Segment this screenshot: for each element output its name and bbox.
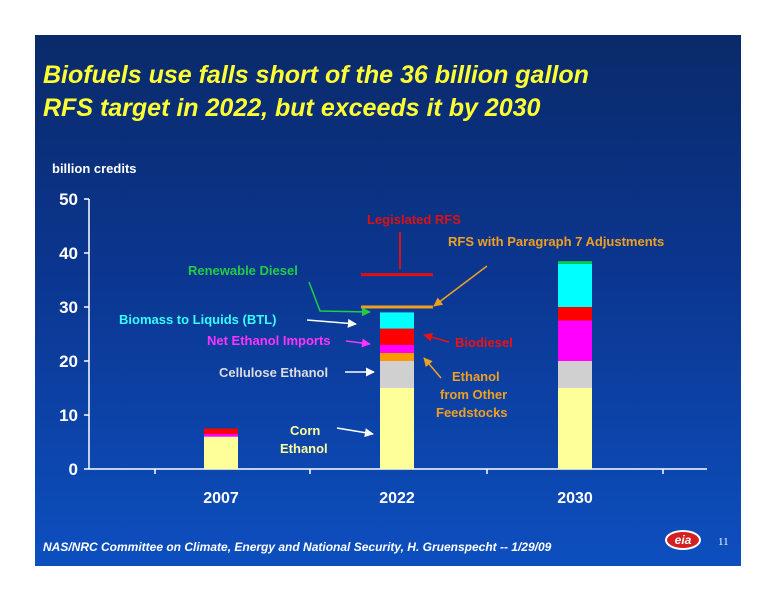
title-line-1: Biofuels use falls short of the 36 billi… bbox=[43, 61, 589, 89]
eia-logo: eia bbox=[665, 530, 701, 550]
bar-segment bbox=[380, 312, 414, 329]
y-tick-label: 10 bbox=[59, 406, 78, 425]
bar-segment bbox=[558, 320, 592, 361]
corn-ethanol-arrow bbox=[336, 427, 374, 438]
page-number: 11 bbox=[718, 536, 729, 548]
bar-segment bbox=[558, 307, 592, 321]
y-tick-label: 50 bbox=[59, 190, 78, 209]
bar-segment bbox=[558, 261, 592, 264]
annotation-other-feedstocks-1: Ethanol bbox=[452, 369, 500, 384]
slide-title: Biofuels use falls short of the 36 billi… bbox=[43, 59, 733, 125]
slide: Biofuels use falls short of the 36 billi… bbox=[35, 35, 741, 566]
bar-segment bbox=[204, 433, 238, 437]
annotation-corn-1: Corn bbox=[290, 423, 320, 438]
annotation-rfs-paragraph-7: RFS with Paragraph 7 Adjustments bbox=[448, 234, 664, 249]
renewable-diesel-arrow bbox=[308, 281, 371, 317]
slide-footer: NAS/NRC Committee on Climate, Energy and… bbox=[43, 540, 552, 554]
biodiesel-arrow bbox=[423, 332, 450, 343]
bar-segment bbox=[204, 436, 238, 469]
y-tick-label: 40 bbox=[59, 244, 78, 263]
btl-arrow bbox=[306, 318, 357, 328]
bar-segment bbox=[380, 344, 414, 353]
annotation-cellulose-ethanol: Cellulose Ethanol bbox=[219, 365, 328, 380]
annotation-other-feedstocks-2: from Other bbox=[440, 387, 507, 402]
title-line-2: RFS target in 2022, but exceeds it by 20… bbox=[43, 94, 541, 122]
annotation-legislated-rfs: Legislated RFS bbox=[367, 212, 461, 227]
reference-lines bbox=[361, 273, 433, 309]
y-tick-label: 20 bbox=[59, 352, 78, 371]
bar-segment bbox=[380, 388, 414, 469]
chart-bars bbox=[204, 261, 592, 469]
y-tick-label: 30 bbox=[59, 298, 78, 317]
rfs-paragraph-7-arrow bbox=[433, 265, 488, 307]
bar-segment bbox=[380, 328, 414, 345]
y-axis-label: billion credits bbox=[52, 161, 137, 176]
annotation-btl: Biomass to Liquids (BTL) bbox=[119, 312, 276, 327]
bar-segment bbox=[380, 361, 414, 388]
chart-annotations: Legislated RFS RFS with Paragraph 7 Adju… bbox=[119, 212, 664, 456]
bar-segment bbox=[558, 388, 592, 469]
annotation-biodiesel: Biodiesel bbox=[455, 335, 513, 350]
net-ethanol-imports-arrow bbox=[345, 338, 371, 348]
x-tick-label: 2007 bbox=[203, 490, 239, 507]
bar-segment bbox=[380, 352, 414, 361]
x-tick-label: 2030 bbox=[557, 490, 593, 507]
bar-segment bbox=[558, 263, 592, 307]
x-tick-label: 2022 bbox=[379, 490, 415, 507]
bar-segment bbox=[204, 428, 238, 434]
annotation-other-feedstocks-3: Feedstocks bbox=[436, 405, 508, 420]
annotation-corn-2: Ethanol bbox=[280, 441, 328, 456]
bar-segment bbox=[558, 361, 592, 388]
annotation-net-ethanol-imports: Net Ethanol Imports bbox=[207, 333, 331, 348]
other-feedstocks-arrow bbox=[423, 357, 442, 379]
y-tick-label: 0 bbox=[69, 460, 78, 479]
annotation-renewable-diesel: Renewable Diesel bbox=[188, 263, 298, 278]
